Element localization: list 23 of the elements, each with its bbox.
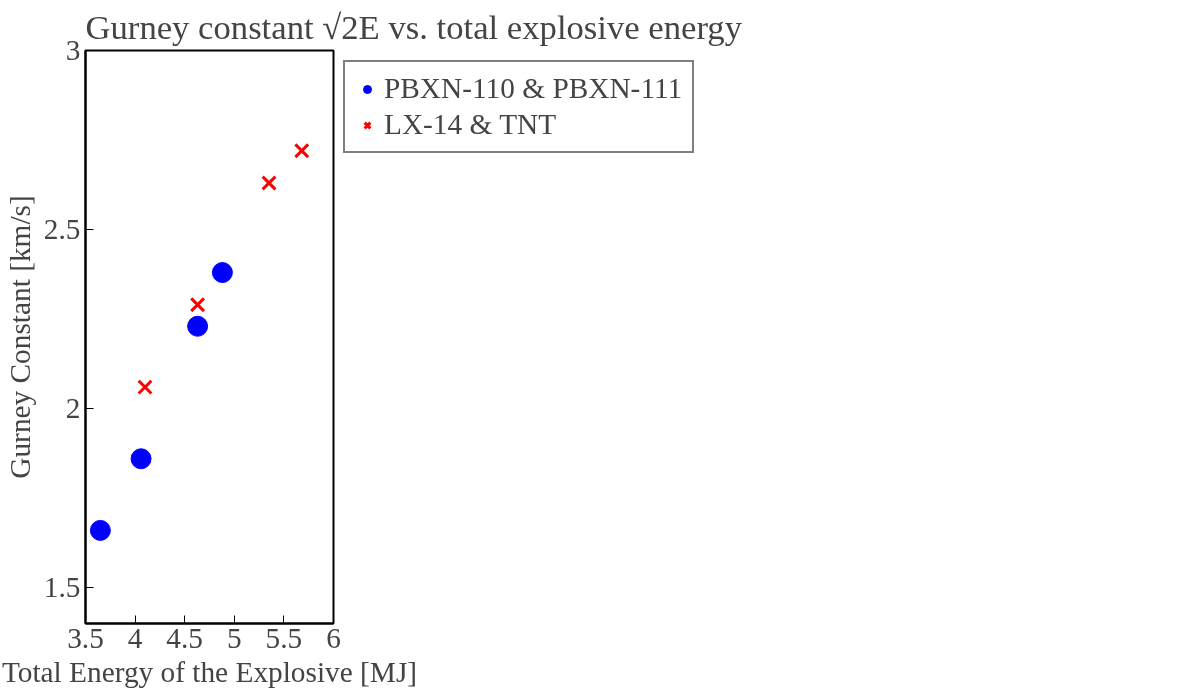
text: Gurney constant √2E vs. total explosive energy [85,7,743,46]
point [137,379,153,395]
x-tick-label: 4 [127,621,143,654]
y-tick-label: 3 [65,34,81,66]
point [211,262,233,284]
y-tick-label: 1.5 [43,571,81,604]
x-tick-label: 3.5 [67,621,104,654]
x-tick-label: 5 [226,621,242,654]
legend-label: LX-14 & TNT [384,108,557,141]
y-tick-label: 2 [65,392,81,425]
y-tick-label: 2.5 [43,213,81,246]
x-tick-label: 5.5 [265,621,303,654]
point [293,142,310,159]
legend-label: PBXN-110 & PBXN-111 [384,72,683,105]
y-axis-title: Gurney Constant [km/s] [3,195,36,479]
point [89,519,111,541]
point [189,296,206,313]
x-axis-title: Total Energy of the Explosive [MJ] [1,655,418,688]
point [130,448,152,470]
point [261,175,277,191]
point [187,315,209,337]
x-tick-label: 6 [326,621,341,654]
x-tick-label: 4.5 [166,621,204,654]
